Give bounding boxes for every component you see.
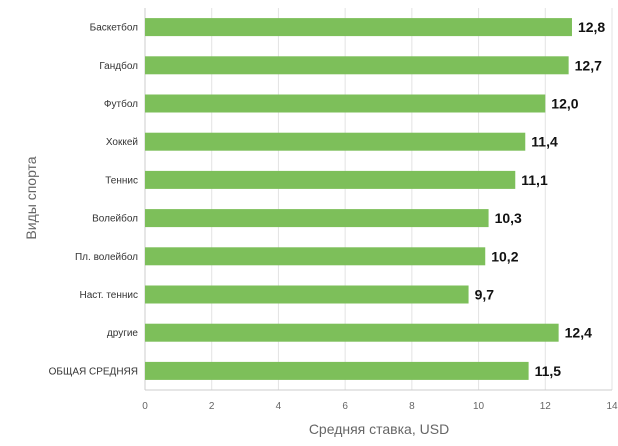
category-label: Баскетбол [90,22,138,34]
x-axis-title: Средняя ставка, USD [309,421,449,437]
bar [145,94,546,113]
x-tick-label: 4 [276,401,282,412]
bars [145,18,572,380]
data-label: 11,5 [535,363,562,379]
x-tick-label: 14 [606,401,618,412]
category-label: Хоккей [106,137,138,148]
data-label: 9,7 [475,287,495,303]
x-tick-label: 6 [342,401,348,412]
bar [145,132,526,151]
category-label: Волейбол [92,213,138,225]
category-label: Гандбол [99,60,138,72]
data-labels: 12,8 12,7 12,0 11,4 11,1 10,3 10,2 9,7 12,4 11,5 [475,19,606,379]
bar [145,18,572,37]
category-label: Футбол [104,98,138,110]
category-label: Наст. теннис [80,290,138,301]
data-label: 11,4 [531,134,558,150]
x-tick-label: 0 [142,401,148,412]
data-label: 12,0 [551,96,578,112]
category-label: другие [107,328,139,339]
category-label: ОБЩАЯ СРЕДНЯЯ [49,366,138,377]
data-label: 10,2 [491,248,518,264]
x-tick-label: 2 [209,401,215,412]
data-label: 10,3 [495,210,522,226]
data-label: 12,7 [575,57,602,73]
bar [145,285,469,304]
bar [145,56,569,75]
bar [145,323,559,342]
bar [145,361,529,380]
data-label: 11,1 [521,172,548,188]
bar [145,209,489,228]
bar [145,247,486,266]
bar [145,170,516,189]
category-labels: Баскетбол Гандбол Футбол Хоккей Теннис Волейб… [49,22,139,378]
data-label: 12,8 [578,19,605,35]
data-label: 12,4 [565,325,592,341]
x-tick-label: 8 [409,401,415,412]
x-tick-label: 12 [540,401,552,412]
y-axis-title: Виды спорта [23,156,39,239]
category-label: Теннис [105,175,138,186]
category-label: Пл. волейбол [75,251,138,263]
x-tick-labels: 0 2 4 6 8 10 12 14 [142,401,618,412]
x-tick-label: 10 [473,401,485,412]
